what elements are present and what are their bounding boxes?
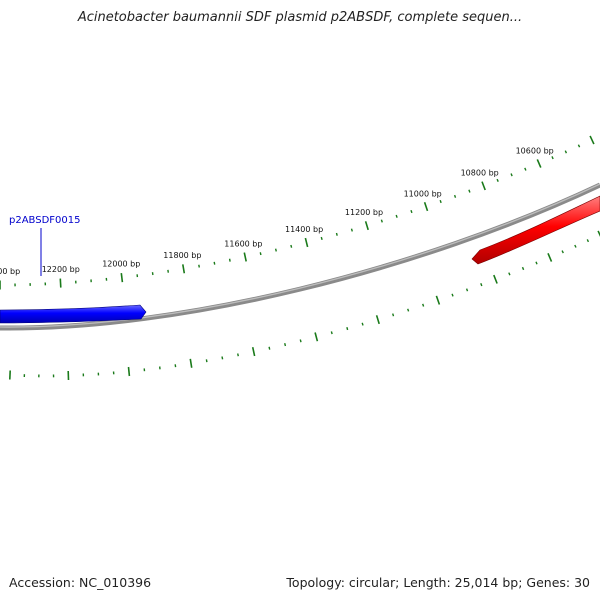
outer-ruler-tick — [198, 264, 200, 268]
outer-ruler-tick — [481, 181, 486, 191]
ruler-label: 12200 bp — [42, 265, 80, 274]
outer-ruler-tick — [577, 144, 581, 148]
inner-ruler-tick — [392, 313, 395, 317]
outer-ruler-tick — [423, 202, 429, 212]
outer-ruler-tick — [274, 248, 277, 252]
inner-ruler-tick — [480, 283, 483, 287]
outer-ruler-tick — [395, 214, 398, 218]
outer-ruler-tick — [290, 244, 293, 248]
inner-ruler-tick — [493, 274, 498, 284]
ruler-label: 11000 bp — [404, 189, 442, 198]
inner-ruler-tick — [451, 293, 454, 297]
outer-ruler-tick — [213, 261, 216, 265]
inner-ruler-tick — [205, 359, 208, 363]
outer-ruler-tick — [259, 252, 262, 256]
gene-label-p2ABSDF0015[interactable]: p2ABSDF0015 — [9, 215, 80, 226]
inner-ruler-tick — [127, 366, 131, 377]
inner-ruler-tick — [330, 331, 333, 335]
inner-ruler-tick — [221, 356, 224, 360]
inner-ruler-tick — [535, 261, 538, 265]
ruler-label: 11200 bp — [345, 208, 383, 217]
ruler-label: 12000 bp — [102, 260, 140, 269]
outer-ruler-tick — [364, 221, 369, 231]
outer-ruler-tick — [120, 273, 124, 283]
outer-ruler-tick — [589, 135, 595, 145]
inner-ruler-tick — [189, 358, 193, 368]
outer-ruler-tick — [380, 219, 383, 223]
outer-ruler-tick — [228, 258, 231, 262]
inner-ruler-tick — [284, 343, 287, 347]
outer-ruler-tick — [243, 252, 247, 262]
plasmid-backbone — [0, 182, 600, 331]
inner-ruler-tick — [346, 327, 349, 331]
inner-ruler-tick — [521, 266, 525, 271]
outer-ruler-tick — [410, 209, 413, 214]
inner-ruler-tick — [465, 288, 469, 292]
plasmid-backbone-highlight — [0, 183, 600, 328]
inner-ruler-tick — [361, 322, 364, 326]
inner-ruler-tick — [314, 332, 319, 342]
sequence-summary: Topology: circular; Length: 25,014 bp; G… — [286, 575, 590, 590]
outer-ruler: 12400 bp 12200 bp 12000 bp 11800 bp 11600 bp… — [0, 135, 595, 290]
gene-arrow-blue[interactable] — [0, 304, 147, 324]
inner-ruler-tick — [435, 295, 441, 305]
outer-ruler-tick — [304, 237, 309, 248]
outer-ruler-tick — [496, 178, 499, 182]
outer-ruler-tick — [551, 156, 554, 160]
outer-ruler-tick — [536, 159, 542, 168]
outer-ruler-tick — [335, 232, 338, 236]
outer-ruler-tick — [182, 264, 186, 274]
inner-ruler-tick — [561, 250, 564, 254]
inner-ruler-tick — [508, 272, 511, 276]
inner-ruler-tick — [407, 308, 410, 312]
inner-ruler-tick — [422, 303, 425, 307]
inner-ruler-tick — [268, 346, 271, 350]
inner-ruler-tick — [547, 252, 553, 262]
inner-ruler-tick — [237, 353, 239, 357]
inner-ruler-tick — [597, 230, 600, 237]
gene-arrow-red[interactable] — [471, 195, 600, 265]
ruler-label: 11800 bp — [163, 251, 201, 260]
ruler-label: 11600 bp — [224, 239, 262, 248]
outer-ruler-tick — [350, 228, 353, 232]
inner-ruler-tick — [375, 315, 380, 325]
inner-ruler-tick — [251, 347, 256, 357]
ruler-label: 11400 bp — [285, 225, 323, 234]
inner-ruler — [9, 230, 600, 381]
inner-ruler-tick — [586, 239, 590, 243]
ruler-label: 12400 bp — [0, 267, 20, 276]
map-title: Acinetobacter baumannii SDF plasmid p2AB… — [77, 10, 523, 25]
outer-ruler-tick — [453, 194, 457, 198]
outer-ruler-tick — [468, 189, 471, 193]
outer-ruler-tick — [59, 278, 62, 288]
ruler-label: 10800 bp — [461, 169, 499, 178]
accession-label: Accession: NC_010396 — [9, 575, 152, 590]
outer-ruler-tick — [320, 236, 323, 240]
outer-ruler-tick — [524, 167, 527, 171]
outer-ruler-tick — [439, 199, 442, 204]
outer-ruler-tick — [510, 173, 513, 177]
ruler-label: 10600 bp — [516, 147, 554, 156]
inner-ruler-tick — [299, 339, 302, 343]
outer-ruler-tick — [564, 150, 568, 154]
inner-ruler-tick — [574, 244, 577, 248]
